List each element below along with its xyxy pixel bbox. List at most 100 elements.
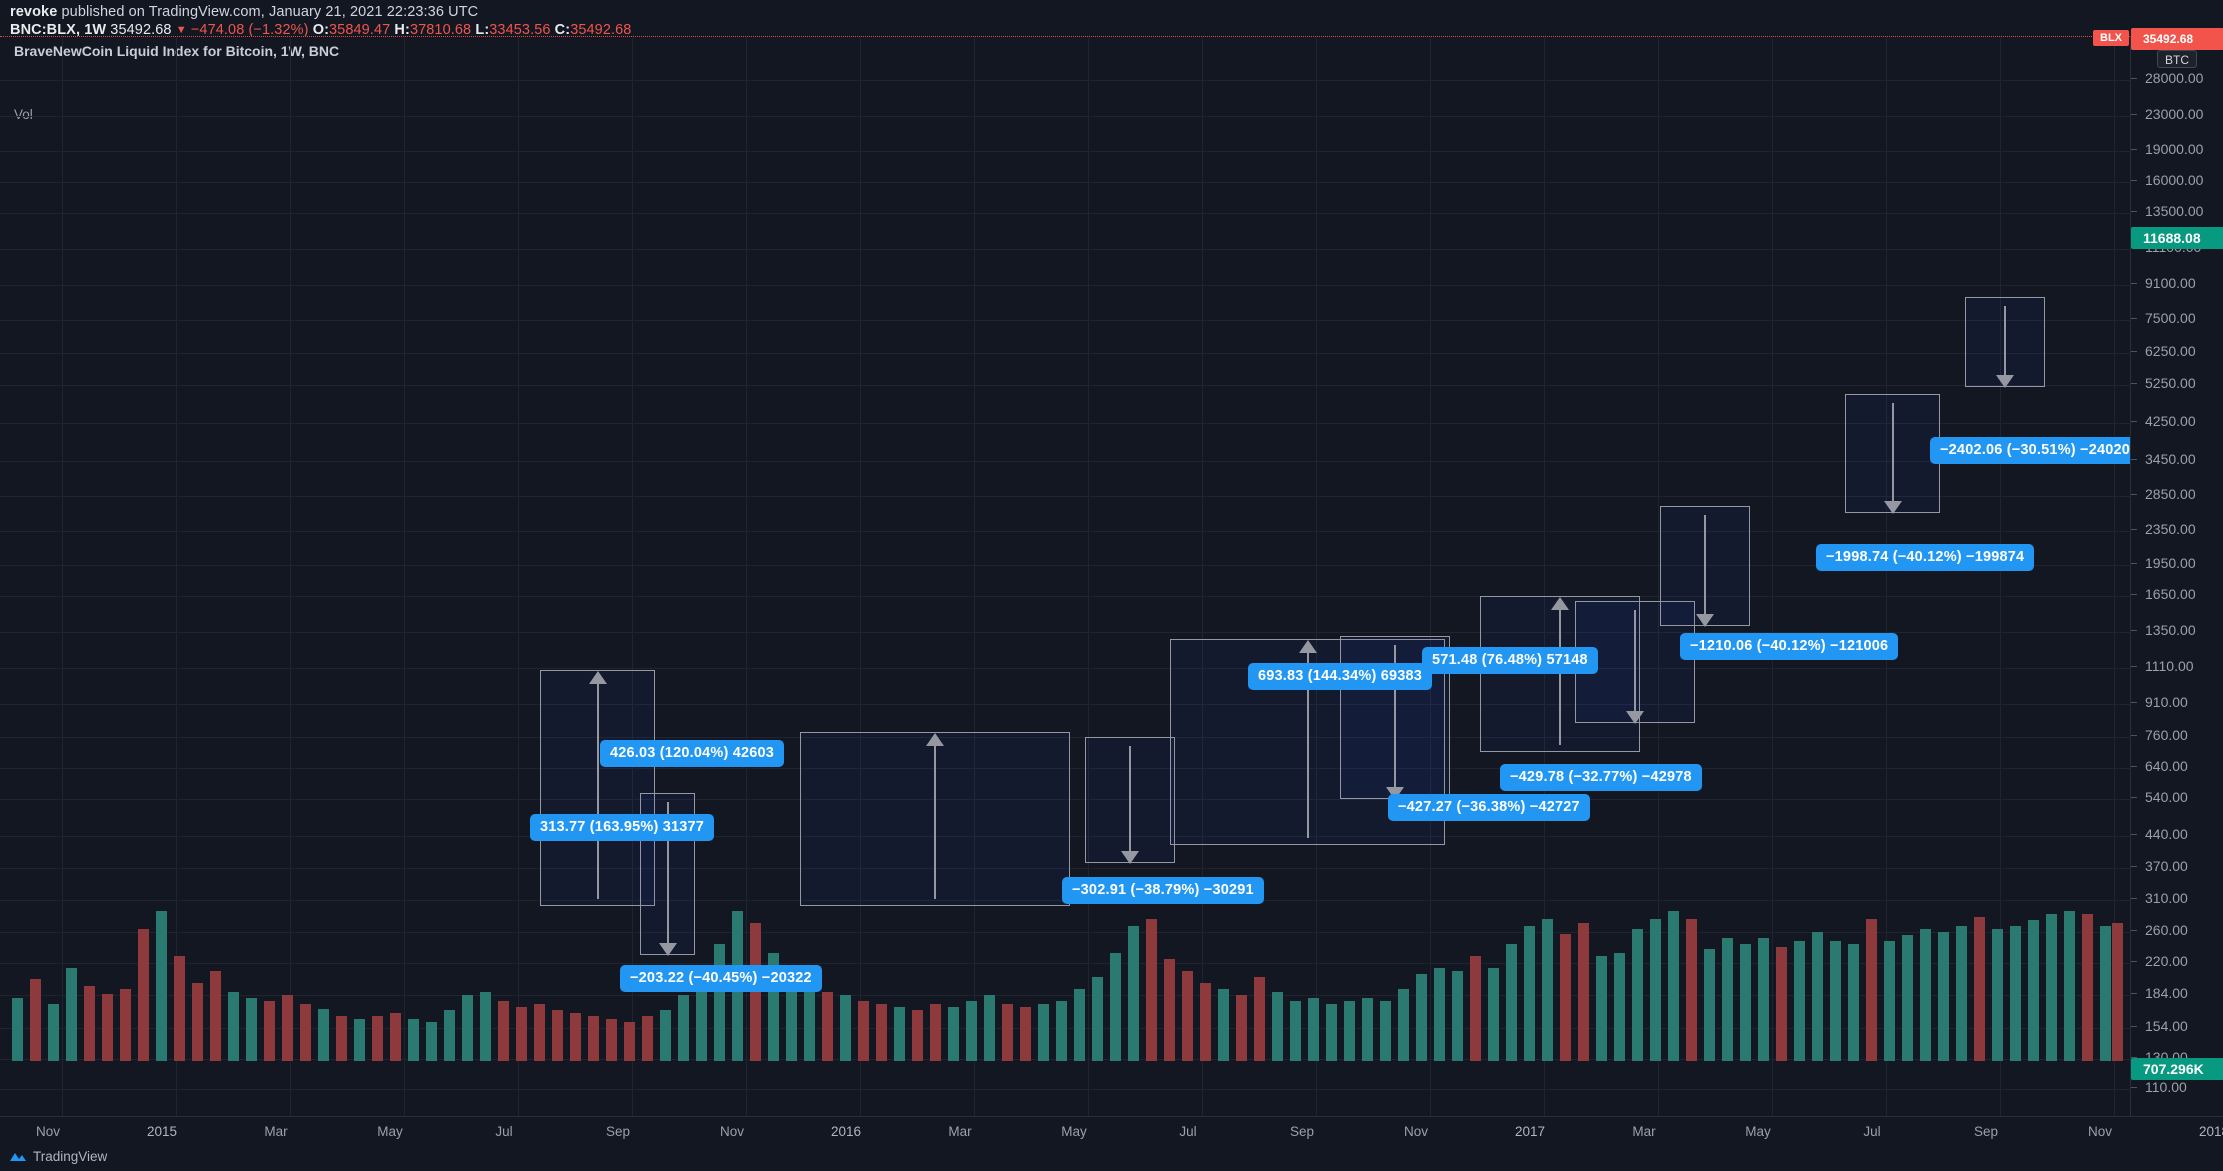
volume-bar <box>1866 918 1877 1061</box>
volume-bar <box>786 974 797 1061</box>
close-label: C: <box>554 22 571 38</box>
symbol-label[interactable]: BNC:BLX, 1W <box>10 22 107 38</box>
grid-line <box>0 319 2130 321</box>
volume-bar <box>2112 923 2123 1061</box>
candle-body <box>1758 478 1769 503</box>
measurement-arrow-shaft <box>1559 604 1561 745</box>
down-arrow-icon: ▼ <box>175 24 187 36</box>
candle-body <box>84 862 95 870</box>
time-tick: Nov <box>1403 1124 1429 1139</box>
volume-bar <box>1560 933 1571 1061</box>
candle-body <box>30 881 41 890</box>
volume-bar <box>1506 944 1517 1061</box>
volume-bar <box>1740 944 1751 1061</box>
tradingview-logo[interactable]: TradingView <box>10 1149 107 1164</box>
volume-bar <box>1668 911 1679 1061</box>
measurement-label[interactable]: −2402.06 (−30.51%) −240206 <box>1930 437 2149 464</box>
measurement-label[interactable]: −429.78 (−32.77%) −42978 <box>1500 764 1702 791</box>
current-price-badge[interactable]: 11688.08 <box>2131 227 2223 250</box>
price-tick: 2850.00 <box>2131 486 2223 502</box>
volume-bar <box>894 1007 905 1061</box>
grid-line <box>0 181 2130 183</box>
time-tick: Nov <box>719 1124 745 1139</box>
measurement-label[interactable]: 426.03 (120.04%) 42603 <box>600 740 785 767</box>
chart-pane[interactable]: BraveNewCoin Liquid Index for Bitcoin, 1… <box>0 36 2149 1117</box>
grid-line <box>62 37 63 1117</box>
volume-bar <box>1362 998 1373 1061</box>
volume-bar <box>1632 929 1643 1061</box>
volume-series[interactable] <box>0 901 2130 1061</box>
candle-body <box>2064 149 2075 200</box>
price-tick: 5250.00 <box>2131 375 2223 391</box>
volume-bar <box>1974 917 1985 1061</box>
time-tick: Jul <box>1179 1124 1197 1139</box>
volume-bar <box>282 995 293 1061</box>
candle-body <box>66 862 77 883</box>
volume-bar <box>1938 932 1949 1061</box>
volume-legend[interactable]: Vol <box>14 107 33 122</box>
grid-line <box>1886 37 1887 1117</box>
grid-line <box>1544 37 1545 1117</box>
time-tick: May <box>1745 1124 1771 1139</box>
price-axis[interactable]: 28000.00 23000.00 19000.00 16000.00 13500.00… <box>2093 28 2223 1116</box>
volume-bar <box>642 1016 653 1061</box>
measurement-box[interactable] <box>540 669 655 907</box>
measurement-label[interactable]: −302.91 (−38.79%) −30291 <box>1062 877 1264 904</box>
grid-line <box>974 37 975 1117</box>
volume-bar <box>1308 998 1319 1061</box>
volume-bar <box>1182 971 1193 1061</box>
volume-bar <box>876 1004 887 1061</box>
open-value: 35849.47 <box>329 22 391 38</box>
volume-bar <box>570 1013 581 1061</box>
grid-line <box>860 37 861 1117</box>
measurement-label[interactable]: −1998.74 (−40.12%) −199874 <box>1816 544 2035 571</box>
measurement-label[interactable]: 693.83 (144.34%) 69383 <box>1248 663 1433 690</box>
grid-line <box>1202 37 1203 1117</box>
volume-bar <box>120 989 131 1061</box>
measurement-box[interactable] <box>1965 297 2045 388</box>
measurement-label[interactable]: 571.48 (76.48%) 57148 <box>1422 647 1598 674</box>
volume-bar <box>210 971 221 1061</box>
volume-bar <box>588 1016 599 1061</box>
measurement-arrow-shaft <box>1704 515 1706 619</box>
grid-line <box>290 37 291 1117</box>
volume-bar <box>1452 971 1463 1061</box>
measurement-box[interactable] <box>1845 393 1940 514</box>
volume-bar <box>1848 944 1859 1061</box>
price-tick: 7500.00 <box>2131 310 2223 326</box>
volume-bar <box>624 1022 635 1061</box>
blx-symbol-chip[interactable]: BLX <box>2093 30 2129 46</box>
volume-bar <box>1650 918 1661 1061</box>
volume-bar <box>390 1013 401 1061</box>
volume-bar <box>1236 995 1247 1061</box>
measurement-label[interactable]: −427.27 (−36.38%) −42727 <box>1388 794 1590 821</box>
measurement-label[interactable]: −203.22 (−40.45%) −20322 <box>620 965 822 992</box>
grid-line <box>632 37 633 1117</box>
time-tick: Nov <box>2087 1124 2113 1139</box>
publish-text: published on TradingView.com, January 21… <box>61 4 479 20</box>
grid-line <box>0 932 2130 934</box>
volume-bar <box>1272 992 1283 1061</box>
measurement-box[interactable] <box>1085 736 1175 865</box>
volume-bar <box>984 995 995 1061</box>
volume-bar <box>2064 911 2075 1061</box>
quote-price-badge[interactable]: 35492.68 <box>2131 28 2223 50</box>
volume-bar <box>804 983 815 1061</box>
volume-badge[interactable]: 707.296K <box>2131 1058 2223 1080</box>
price-tick: 760.00 <box>2131 727 2223 743</box>
grid-line <box>518 37 519 1117</box>
btc-scale-chip[interactable]: BTC <box>2157 50 2197 68</box>
measurement-label[interactable]: 313.77 (163.95%) 31377 <box>530 814 715 841</box>
measurement-box[interactable] <box>800 732 1070 907</box>
volume-bar <box>1884 941 1895 1061</box>
candle-body <box>1794 461 1805 486</box>
volume-bar <box>318 1008 329 1061</box>
price-tick: 1950.00 <box>2131 555 2223 571</box>
measurement-arrow-head <box>1883 500 1902 514</box>
time-axis[interactable]: Nov 2015 Mar May Jul Sep Nov 2016 Mar May Jul Sep No… <box>0 1116 2223 1146</box>
grid-line <box>0 423 2130 425</box>
measurement-label[interactable]: −1210.06 (−40.12%) −121006 <box>1680 633 1899 660</box>
measurement-box[interactable] <box>1660 506 1750 627</box>
grid-line <box>1316 37 1317 1117</box>
